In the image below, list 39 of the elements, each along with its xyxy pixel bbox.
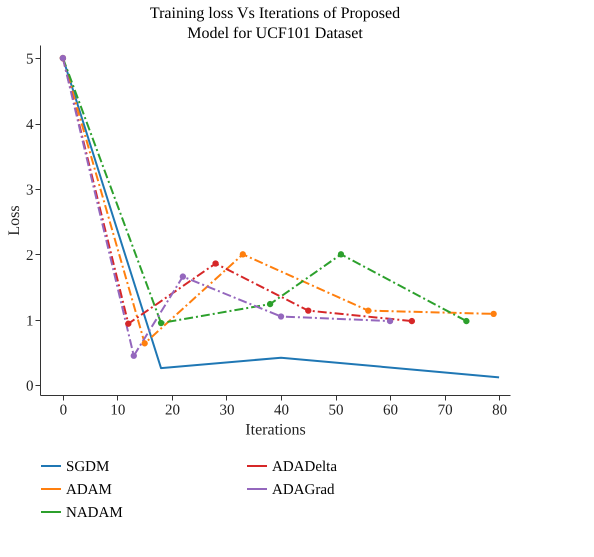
point [125,320,132,327]
y-axis-title: Loss [6,205,23,236]
point [278,313,284,320]
point [365,307,372,314]
point [130,352,137,359]
y-tick-label: 1 [26,313,34,330]
x-tick-label: 80 [492,402,508,418]
x-tick-label: 50 [328,402,344,418]
point [266,300,274,308]
legend-label: ADADelta [272,459,338,475]
y-tick-label: 5 [26,52,34,68]
y-tick-label: 4 [26,117,34,134]
x-tick-label: 70 [438,402,453,418]
y-tick-label: 3 [26,182,34,198]
x-tick-label: 10 [110,402,126,418]
point [142,340,148,346]
point [158,320,164,326]
x-tick-label: 40 [274,402,289,418]
x-axis-title: Iterations [245,422,306,438]
point [490,310,497,318]
point [386,318,394,324]
point [338,251,344,258]
y-tick-label: 0 [26,378,34,395]
chart-title: Training loss Vs Iterations of Proposed Model for UCF101 Dataset [150,5,400,42]
x-tick-label: 0 [60,402,68,418]
legend-label: ADAM [66,482,112,498]
point [305,307,312,314]
point [463,318,470,324]
point [212,260,219,267]
x-tick-label: 20 [164,402,180,418]
point [240,251,246,258]
legend-label: ADAGrad [272,482,335,498]
legend-label: SGDM [66,459,110,475]
point [180,273,186,280]
y-tick-label: 2 [26,248,34,264]
legend-label: NADAM [66,505,123,521]
point [408,318,416,324]
x-tick-label: 30 [219,402,234,418]
x-tick-label: 60 [383,402,398,418]
